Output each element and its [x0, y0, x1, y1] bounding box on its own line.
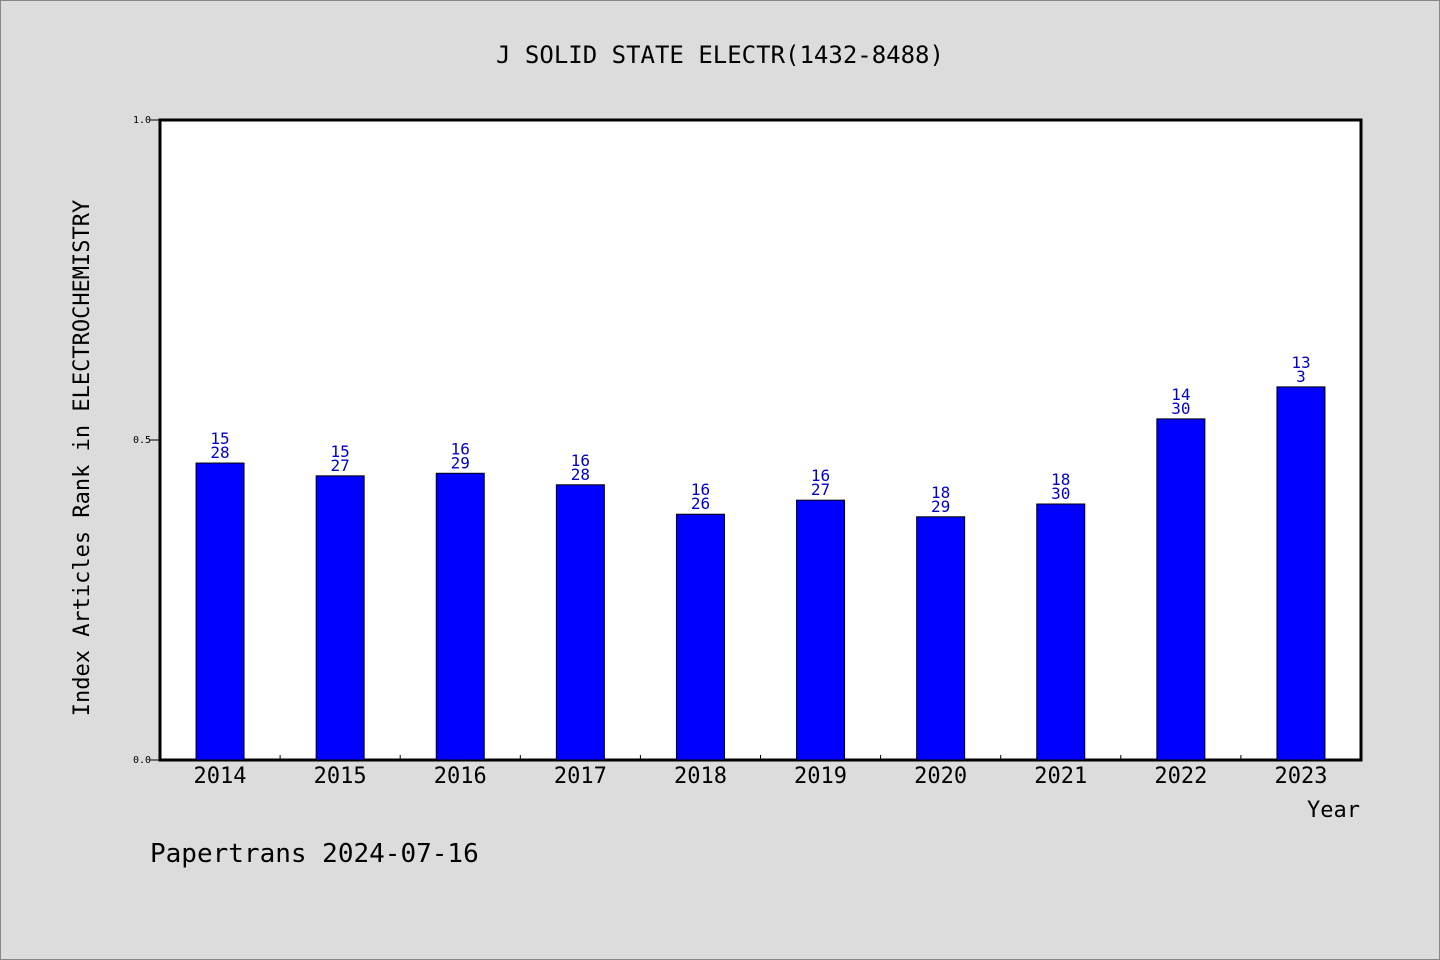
bar-label-bottom-2023: 3 [1296, 367, 1306, 386]
x-tick-label-2016: 2016 [434, 764, 487, 789]
x-tick-label-2022: 2022 [1154, 764, 1207, 789]
bar-label-top-2018: 16 [691, 480, 710, 499]
x-tick-label-2019: 2019 [794, 764, 847, 789]
bar-2015 [315, 475, 365, 761]
x-tick-label-2017: 2017 [554, 764, 607, 789]
y-axis-label: Index Articles Rank in ELECTROCHEMISTRY [70, 200, 95, 717]
chart-title: J SOLID STATE ELECTR(1432-8488) [496, 41, 944, 69]
bar-label-top-2021: 18 [1051, 470, 1070, 489]
bar-label-bottom-2017: 28 [571, 465, 590, 484]
y-tick-label: 0.5 [133, 435, 151, 446]
bar-label-bottom-2021: 30 [1051, 484, 1070, 503]
bar-2017 [555, 484, 605, 761]
bar-label-bottom-2016: 29 [451, 453, 470, 472]
x-tick-label-2014: 2014 [194, 764, 247, 789]
ticks-group: 2014 2015 2016 2017 2018 2019 2020 2021 2022 2023… [133, 115, 1328, 789]
bar-2021 [1036, 503, 1086, 761]
bar-label-top-2023: 13 [1291, 353, 1310, 372]
bar-label-top-2020: 18 [931, 483, 950, 502]
bar-label-bottom-2018: 26 [691, 494, 710, 513]
bar-2022 [1156, 418, 1206, 761]
bar-label-top-2022: 14 [1171, 385, 1190, 404]
bar-2023 [1276, 386, 1326, 761]
bar-2018 [675, 513, 725, 761]
footer-credit: Papertrans 2024-07-16 [150, 839, 479, 869]
x-tick-label-2020: 2020 [914, 764, 967, 789]
x-tick-label-2018: 2018 [674, 764, 727, 789]
bar-2020 [916, 516, 966, 761]
bar-label-bottom-2014: 28 [210, 443, 229, 462]
x-tick-label-2023: 2023 [1274, 764, 1327, 789]
y-tick-label: 1.0 [133, 115, 151, 126]
x-axis-label: Year [1307, 798, 1360, 823]
bar-label-top-2017: 16 [571, 451, 590, 470]
bar-2014 [195, 462, 245, 761]
bar-label-top-2015: 15 [331, 442, 350, 461]
bar-2019 [796, 499, 846, 761]
bar-label-bottom-2019: 27 [811, 480, 830, 499]
bar-label-bottom-2020: 29 [931, 497, 950, 516]
bar-2016 [435, 472, 485, 761]
bar-label-top-2014: 15 [210, 429, 229, 448]
bar-label-bottom-2022: 30 [1171, 399, 1190, 418]
bar-label-bottom-2015: 27 [331, 456, 350, 475]
bar-label-top-2019: 16 [811, 466, 830, 485]
y-tick-label: 0.0 [133, 755, 151, 766]
x-tick-label-2021: 2021 [1034, 764, 1087, 789]
x-tick-label-2015: 2015 [314, 764, 367, 789]
bar-label-top-2016: 16 [451, 439, 470, 458]
